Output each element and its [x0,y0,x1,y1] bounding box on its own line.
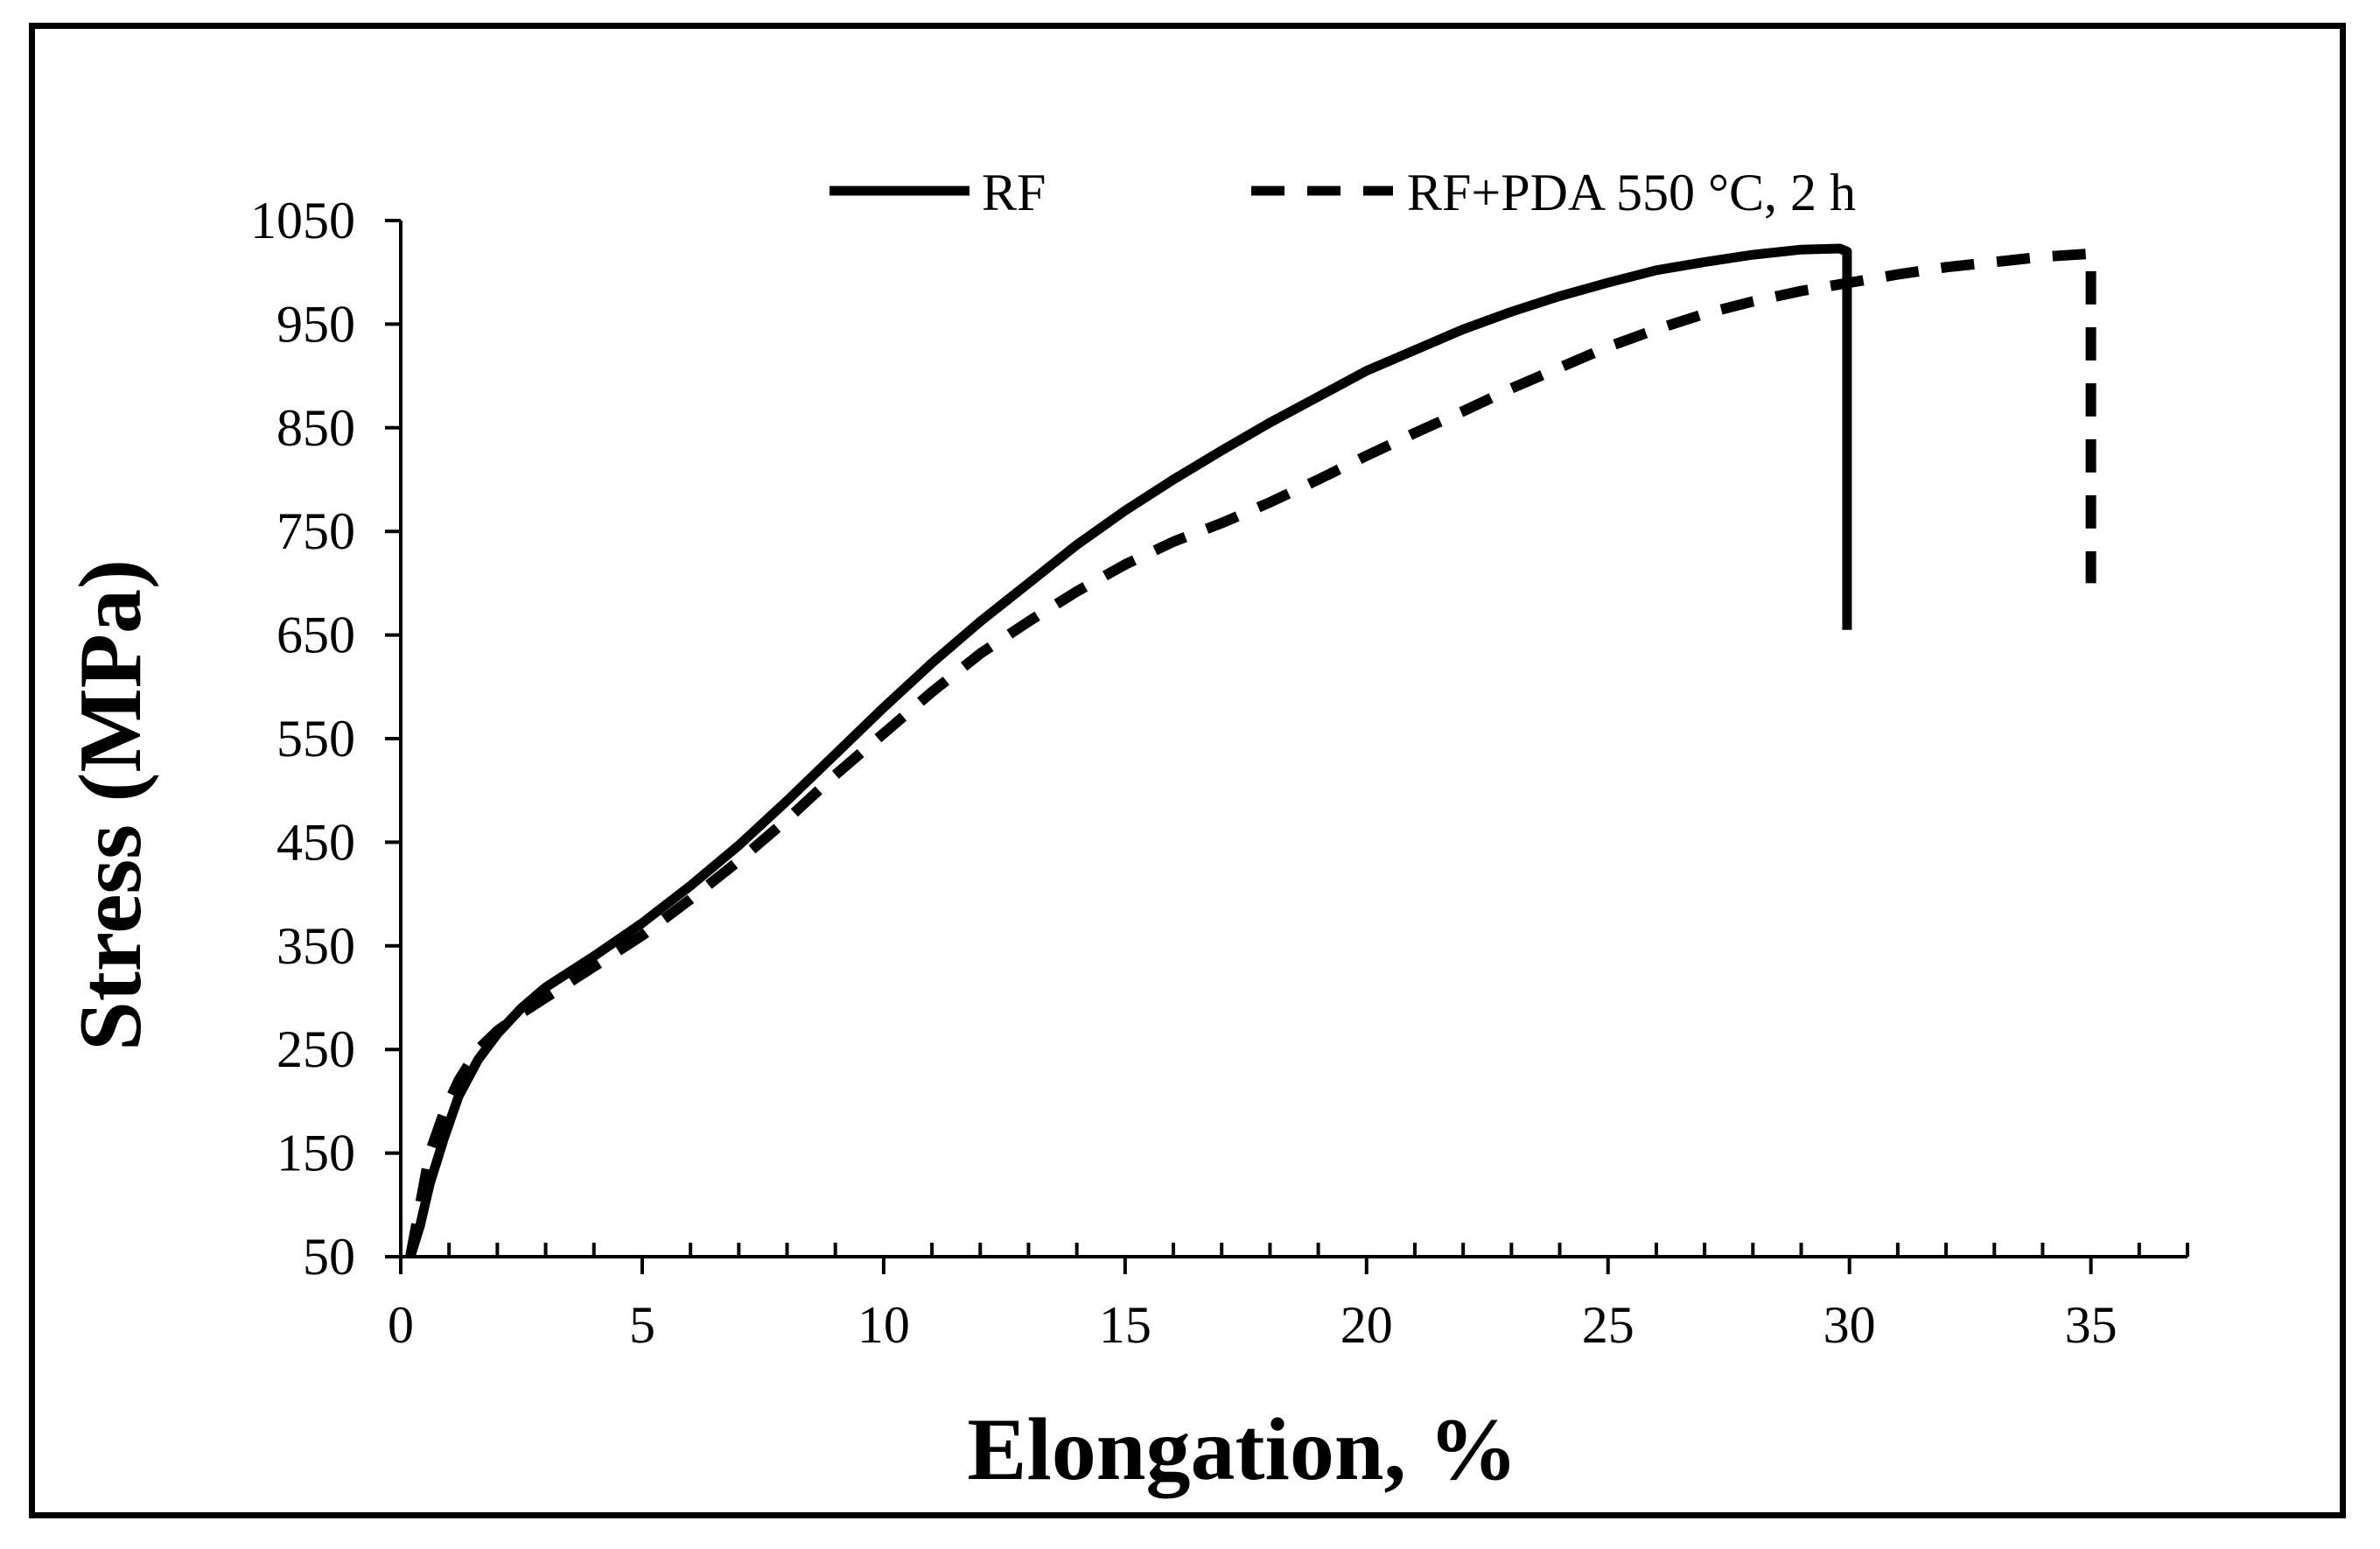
legend: RF RF+PDA 550 °C, 2 h [830,164,1856,221]
y-tick-label: 750 [276,502,355,560]
legend-label-rf-pda: RF+PDA 550 °C, 2 h [1407,164,1856,221]
y-tick-label: 850 [276,399,355,457]
x-tick-label: 10 [858,1296,910,1354]
x-axis-title: Elongation, % [967,1400,1517,1499]
y-axis-title: Stress (MPa) [61,559,160,1051]
series-line-rf [405,243,1852,1258]
x-tick-label: 25 [1582,1296,1634,1354]
x-tick-label: 35 [2065,1296,2118,1354]
x-tick-label: 5 [629,1296,655,1354]
x-tick-label: 20 [1340,1296,1393,1354]
y-tick-label: 250 [276,1020,355,1078]
axes-layer [399,221,2188,1258]
y-tick-label: 350 [276,917,355,975]
y-tick-label: 550 [276,710,355,767]
y-tick-label: 150 [276,1125,355,1182]
legend-label-rf: RF [982,164,1046,221]
x-tick-label: 15 [1099,1296,1152,1354]
figure-frame [29,23,2346,1518]
y-tick-label: 650 [276,606,355,664]
series-layer [405,243,2096,1258]
y-tick-label: 50 [303,1228,355,1286]
y-tick-label: 450 [276,813,355,871]
y-tick-label: 950 [276,295,355,353]
x-tick-label: 30 [1824,1296,1876,1354]
series-line-rf-pda [405,248,2096,1258]
x-tick-label: 0 [388,1296,414,1354]
ticks-layer: 50 150 250 350 450 550 650 750 850 950 1050 0 5 10 15 2… [250,192,2189,1354]
y-tick-label: 1050 [250,192,355,249]
